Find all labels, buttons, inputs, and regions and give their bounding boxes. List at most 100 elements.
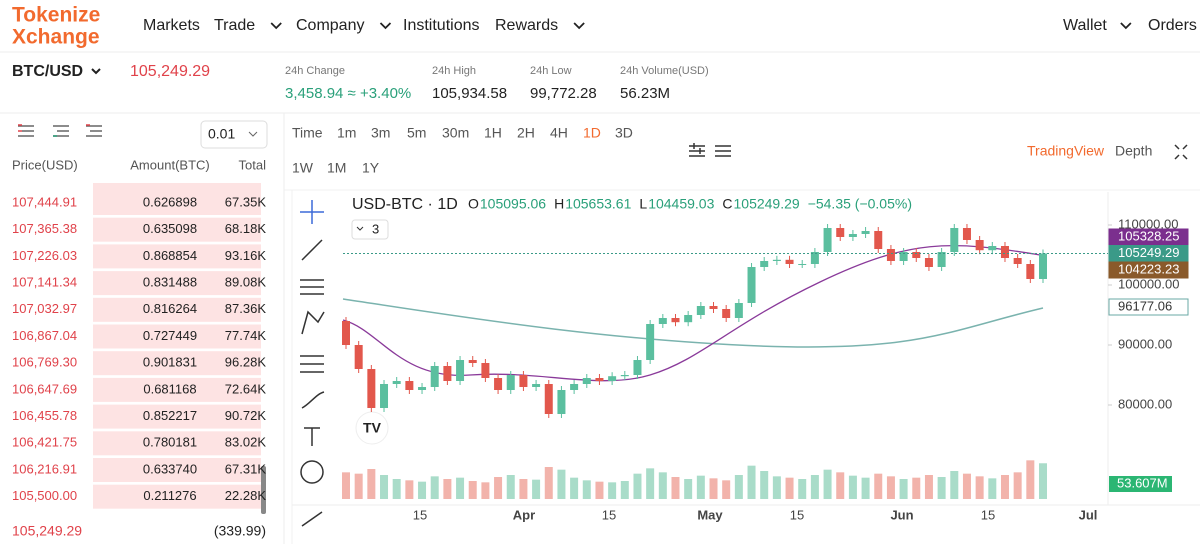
candle-body (1039, 253, 1047, 279)
volume-bar (810, 475, 819, 499)
logo-bottom: Xchange (12, 26, 100, 49)
volume-bar (418, 481, 427, 499)
candle-body (874, 231, 883, 249)
book-cell: 106,647.69 (12, 381, 77, 396)
book-icons[interactable] (18, 124, 102, 137)
volume-bar (620, 481, 629, 499)
book-cell: 67.35K (225, 194, 267, 209)
volume-bar (886, 476, 895, 499)
x-tick-label: Jul (1079, 507, 1098, 522)
volume-bar (684, 479, 693, 499)
book-cell: 107,032.97 (12, 301, 77, 316)
book-cell: 0.816264 (143, 301, 197, 316)
candle-body (392, 381, 401, 384)
chart-tools[interactable] (300, 143, 1188, 527)
nav-item[interactable]: Institutions (403, 17, 479, 34)
tick-select[interactable] (200, 120, 268, 149)
interval[interactable]: 1W (292, 160, 314, 176)
interval[interactable]: 4H (550, 125, 568, 141)
candle-body (1026, 264, 1035, 279)
volume-bar (658, 472, 667, 499)
candle-body (582, 378, 591, 384)
candle-body (595, 378, 604, 381)
nav-item[interactable]: Company (296, 17, 364, 34)
interval[interactable]: 1H (484, 125, 502, 141)
candle-body (848, 234, 857, 237)
book-cell: 105,500.00 (12, 488, 77, 503)
interval[interactable]: 5m (407, 125, 426, 141)
book-cell: 106,769.30 (12, 355, 77, 370)
volume-bar (506, 475, 515, 499)
interval[interactable]: 2H (517, 125, 535, 141)
volume-bar (481, 482, 490, 499)
candle-body (367, 369, 376, 408)
volume-bar (468, 481, 477, 499)
y-tick-label: 100000.00 (1118, 276, 1179, 291)
x-tick-label: Jun (890, 507, 913, 522)
indicator-toggle[interactable] (351, 219, 389, 240)
interval[interactable]: 1Y (362, 160, 380, 176)
nav-item[interactable]: Rewards (495, 17, 558, 34)
book-cell: 0.868854 (143, 248, 197, 263)
candle-body (823, 228, 832, 252)
book-cell: 93.16K (225, 248, 267, 263)
book-cell: 0.211276 (143, 488, 196, 503)
book-cell: 96.28K (225, 355, 267, 370)
book-cell: 87.36K (225, 301, 267, 316)
price-badge-label: 105249.29 (1118, 245, 1179, 260)
candle-body (696, 306, 705, 315)
volume-bar (988, 478, 997, 499)
book-cell: 107,226.03 (12, 248, 77, 263)
candle-body (342, 321, 350, 345)
book-cell: 0.831488 (143, 275, 197, 290)
depth-bar (93, 351, 261, 376)
interval[interactable]: Time (292, 125, 323, 141)
volume-bar (380, 475, 389, 499)
candle-body (836, 228, 845, 237)
interval[interactable]: 30m (442, 125, 469, 141)
chevron (248, 131, 258, 137)
interval[interactable]: 1D (583, 125, 601, 141)
ohlc-key: C (722, 196, 732, 212)
candle-body (532, 384, 541, 387)
depth-bar (93, 404, 261, 429)
view-tab[interactable]: Depth (1115, 143, 1152, 159)
nav-item[interactable]: Wallet (1063, 17, 1107, 34)
column-header: Price(USD) (12, 157, 78, 172)
ma-mid (342, 244, 1041, 382)
book-cell: 0.727449 (143, 328, 197, 343)
volume-bar (937, 477, 946, 499)
depth-bar (93, 377, 261, 402)
volume-bar (747, 465, 756, 499)
volume-bar (924, 475, 933, 499)
book-cell: 106,455.78 (12, 408, 77, 423)
nav-item[interactable]: Markets (143, 17, 200, 34)
volume-bar (1013, 472, 1022, 499)
ohlc-value: 105095.06 (480, 196, 546, 212)
depth-bar (93, 458, 261, 482)
nav-item[interactable]: Orders (1148, 17, 1197, 34)
candle-body (962, 228, 971, 240)
view-tab[interactable]: TradingView (1027, 143, 1105, 159)
volume-bar (582, 480, 591, 499)
volume-bar (1039, 463, 1047, 499)
interval[interactable]: 3m (371, 125, 390, 141)
pair[interactable]: BTC/USD (12, 63, 83, 80)
book-cell: 89.08K (225, 275, 267, 290)
column-header: Amount(BTC) (130, 157, 209, 172)
x-tick-label: 15 (981, 507, 995, 522)
volume-bar (785, 477, 794, 499)
nav-item[interactable]: Trade (214, 17, 255, 34)
interval[interactable]: 1M (327, 160, 346, 176)
interval[interactable]: 3D (615, 125, 633, 141)
volume-badge-label: 53.607M (1117, 475, 1168, 490)
candle-body (1013, 258, 1022, 264)
candle-body (481, 363, 490, 378)
book-cell: 77.74K (225, 328, 267, 343)
volume-bar (836, 472, 845, 499)
interval[interactable]: 1m (337, 125, 356, 141)
ma-long (342, 298, 1044, 348)
tv-logo-text: TV (363, 420, 382, 436)
book-last-price: 105,249.29 (12, 523, 82, 539)
